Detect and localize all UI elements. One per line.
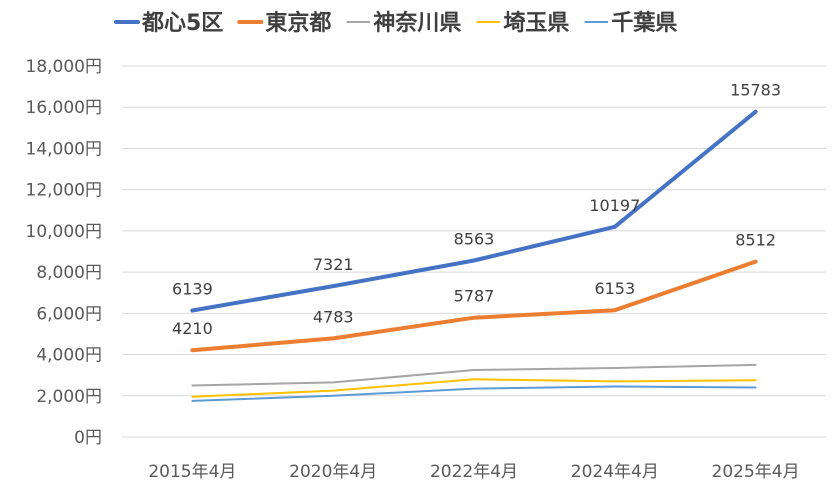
legend-item: 千葉県: [584, 11, 677, 36]
legend-item: 埼玉県: [476, 11, 569, 36]
data-label: 8512: [735, 231, 776, 250]
y-tick-label: 10,000円: [26, 222, 102, 242]
data-label: 5787: [454, 287, 495, 306]
y-tick-label: 6,000円: [36, 304, 102, 324]
legend-item: 都心5区: [114, 11, 223, 36]
series-layer: [190, 109, 758, 402]
y-tick-label: 0円: [74, 428, 102, 448]
legend: 都心5区 東京都 神奈川県 埼玉県 千葉県: [114, 10, 677, 36]
x-tick-label: 2022年4月: [430, 462, 518, 482]
x-tick-label: 2024年4月: [571, 462, 659, 482]
legend-item: 神奈川県: [346, 10, 461, 36]
series-line: [190, 109, 758, 313]
y-tick-label: 12,000円: [26, 181, 102, 201]
y-tick-label: 4,000円: [36, 346, 102, 366]
series-line: [190, 259, 758, 353]
x-axis: 2015年4月 2020年4月 2022年4月 2024年4月 2025年4月: [148, 462, 799, 482]
legend-label: 神奈川県: [373, 10, 461, 36]
legend-label: 埼玉県: [503, 11, 569, 36]
y-tick-label: 16,000円: [26, 98, 102, 118]
legend-label: 都心5区: [141, 11, 223, 36]
data-label: 4783: [313, 307, 354, 326]
y-tick-label: 18,000円: [26, 57, 102, 77]
series-line: [191, 385, 757, 402]
x-tick-label: 2015年4月: [148, 462, 236, 482]
data-label: 6139: [172, 279, 213, 298]
data-label: 4210: [172, 319, 213, 338]
data-label: 6153: [594, 279, 635, 298]
y-tick-label: 8,000円: [36, 263, 102, 283]
data-label: 7321: [313, 255, 354, 274]
x-tick-label: 2020年4月: [289, 462, 377, 482]
series-line: [191, 378, 757, 398]
data-labels: 6139 7321 8563 10197 15783 4210 4783 5787 6153 85…: [172, 81, 781, 339]
x-tick-label: 2025年4月: [712, 462, 800, 482]
data-label: 15783: [730, 81, 781, 100]
legend-label: 千葉県: [611, 11, 677, 36]
legend-item: 東京都: [237, 10, 331, 36]
y-axis: 0円 2,000円 4,000円 6,000円 8,000円 10,000円 12,000円…: [26, 57, 102, 448]
series-line: [191, 363, 757, 387]
legend-label: 東京都: [265, 10, 331, 36]
y-tick-label: 2,000円: [36, 387, 102, 407]
data-label: 10197: [589, 196, 640, 215]
data-label: 8563: [454, 230, 495, 249]
y-tick-label: 14,000円: [26, 139, 102, 159]
